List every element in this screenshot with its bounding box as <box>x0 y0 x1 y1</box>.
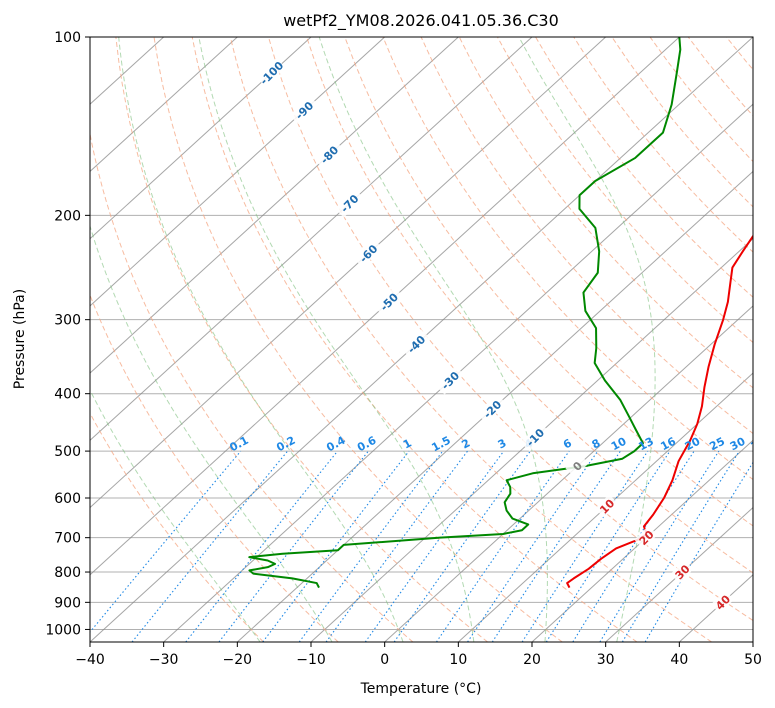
plot-frame <box>89 36 754 643</box>
mixing-ratio-line-10 <box>491 450 621 642</box>
moist-adiabat--20 <box>90 389 261 642</box>
isotherm--100 <box>90 37 312 240</box>
x-tick-label: −30 <box>149 652 179 668</box>
y-tick-label: 900 <box>54 595 81 611</box>
x-axis: −40 −30 −20 −10 0 10 20 30 40 50 <box>75 642 762 668</box>
dry-adiabat-60 <box>306 37 753 574</box>
y-tick-label: 800 <box>54 565 81 581</box>
dry-adiabat--20 <box>90 412 264 642</box>
x-tick-label: 50 <box>744 652 762 668</box>
isotherm-label-bg <box>256 58 286 88</box>
isotherm-label-bg <box>565 454 589 478</box>
mixing-ratio-label: 25 <box>707 435 727 454</box>
isotherm--60 <box>90 37 607 509</box>
isotherm-label-bg <box>401 329 431 359</box>
y-axis: 100 200 300 400 500 600 700 800 900 1000 <box>45 30 90 638</box>
mixing-ratio-label: 30 <box>728 435 748 454</box>
y-tick-label: 500 <box>54 444 81 460</box>
isotherm-label-bg <box>594 494 619 518</box>
x-tick-label: −10 <box>296 652 326 668</box>
dry-adiabat-30 <box>191 37 638 642</box>
dry-adiabat-90 <box>420 37 753 435</box>
mixing-ratio-line-1 <box>262 450 410 642</box>
x-tick-label: 30 <box>597 652 615 668</box>
mixing-ratio-label: 13 <box>636 435 656 454</box>
mixing-ratio-line-0.1 <box>90 450 242 633</box>
isotherm--20 <box>236 170 753 642</box>
dewpoint-line <box>248 37 682 589</box>
mixing-ratio-line-13 <box>521 450 649 642</box>
isotherm--70 <box>90 37 533 442</box>
y-tick-label: 1000 <box>45 622 81 638</box>
y-tick-label: 700 <box>54 531 81 547</box>
x-tick-label: −40 <box>75 652 105 668</box>
y-axis-label: Pressure (hPa) <box>12 289 28 389</box>
x-tick-label: 10 <box>449 652 467 668</box>
isotherm-label-bg <box>353 238 383 268</box>
x-tick-label: 20 <box>523 652 541 668</box>
y-tick-label: 200 <box>54 208 81 224</box>
x-tick-label: −20 <box>223 652 253 668</box>
isotherm-label-bg <box>634 525 658 549</box>
moist-adiabat-10 <box>198 37 475 642</box>
isotherm-label-bg <box>334 188 364 218</box>
mixing-ratio-label: 20 <box>683 434 703 453</box>
dry-adiabat-20 <box>153 37 563 642</box>
mixing-ratio-line-2 <box>325 450 468 642</box>
x-axis-label: Temperature (°C) <box>360 681 482 697</box>
moist-adiabat-20 <box>318 37 548 642</box>
mixing-ratio-line-4 <box>393 450 531 642</box>
temperature-line <box>566 234 753 589</box>
mixing-ratio-line-8 <box>467 450 599 642</box>
x-tick-label: 0 <box>380 652 389 668</box>
dry-adiabat-110 <box>497 37 753 344</box>
isotherm-30 <box>605 506 753 642</box>
mixing-ratio-label: 10 <box>609 434 629 453</box>
isotherm-10 <box>457 372 753 642</box>
dry-adiabat-0 <box>90 131 414 642</box>
y-tick-label: 300 <box>54 313 81 329</box>
isotherm--30 <box>163 103 753 642</box>
isotherm--90 <box>90 37 386 307</box>
isotherm-label-bg <box>289 95 319 125</box>
mixing-ratio-line-20 <box>572 450 695 642</box>
isotherm--50 <box>90 37 680 576</box>
sounding-series <box>248 37 753 589</box>
isotherm-label-bg <box>520 422 550 452</box>
dry-adiabat-40 <box>229 37 712 642</box>
mixing-ratio-label: 16 <box>658 435 678 454</box>
mixing-ratio-label: 36 <box>749 435 769 454</box>
y-tick-label: 100 <box>54 30 81 46</box>
y-tick-label: 600 <box>54 491 81 507</box>
isotherm-label-bg <box>670 559 694 584</box>
mixing-ratio-line-30 <box>621 450 740 642</box>
moist-adiabat-0 <box>118 37 404 642</box>
dry-adiabat-120 <box>535 37 753 298</box>
mixing-ratio-line-1.5 <box>298 450 444 642</box>
isotherm-label-bg <box>374 287 404 317</box>
moist-adiabat--10 <box>90 224 333 642</box>
mixing-ratio-line-0.4 <box>185 450 338 642</box>
dry-adiabat-10 <box>115 37 488 642</box>
isotherm-label-bg <box>477 394 507 424</box>
mixing-ratio-line-6 <box>435 450 570 642</box>
isotherm-label-bg <box>314 139 344 169</box>
isotherm-label-bg <box>710 590 735 614</box>
x-tick-label: 40 <box>670 652 688 668</box>
mixing-ratio-line-3 <box>364 450 505 642</box>
y-tick-label: 400 <box>54 387 81 403</box>
isotherm-label-bg <box>435 365 465 395</box>
isotherm--80 <box>90 37 459 374</box>
isotherm--110 <box>90 37 238 173</box>
dry-adiabat-70 <box>344 37 753 527</box>
mixing-ratio-line-0.2 <box>131 450 289 642</box>
chart-title: wetPf2_YM08.2026.041.05.36.C30 <box>283 11 559 31</box>
